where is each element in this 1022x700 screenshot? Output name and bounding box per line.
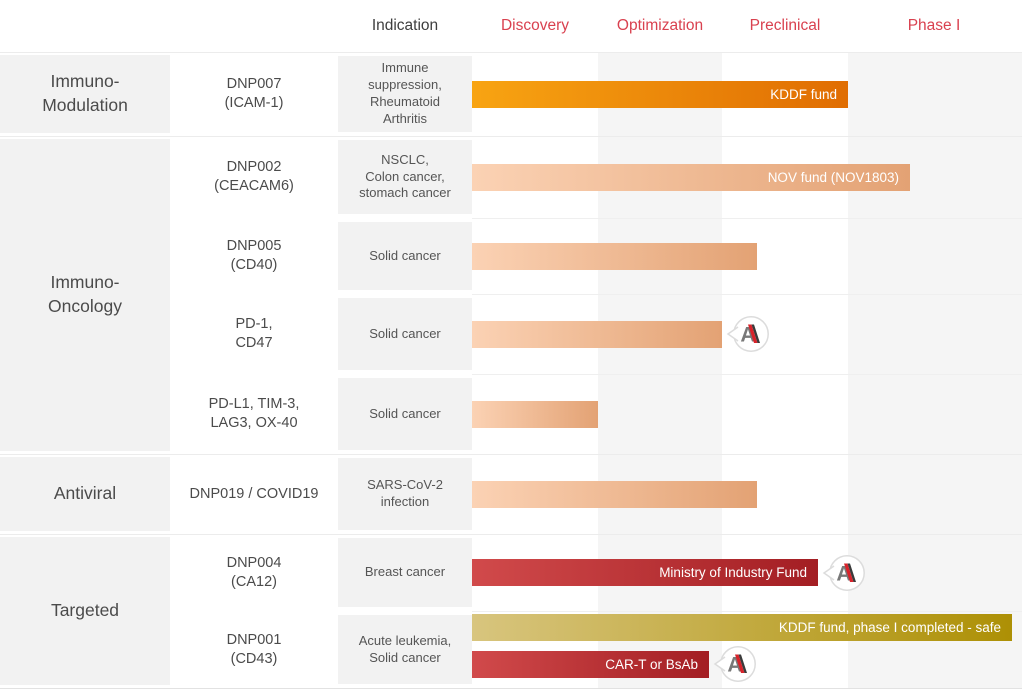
indication-cell: Solid cancer — [338, 298, 472, 370]
indication-cell: Immune suppression, Rheumatoid Arthritis — [338, 56, 472, 132]
company-logo-icon: A — [726, 316, 769, 352]
header-divider — [0, 52, 1022, 53]
candidate-name: DNP004 (CA12) — [226, 554, 282, 590]
row-divider — [472, 374, 1022, 375]
pipeline-bar — [472, 320, 722, 348]
indication-cell: Solid cancer — [338, 222, 472, 290]
category-targeted: Targeted — [0, 537, 170, 685]
row-divider — [472, 218, 1022, 219]
bar-label: KDDF fund, phase I completed - safe — [778, 620, 1001, 635]
candidate-name: DNP002 (CEACAM6) — [214, 159, 294, 194]
group-divider — [0, 534, 1022, 535]
row-divider — [472, 294, 1022, 295]
company-logo-icon: A — [713, 646, 756, 682]
phase-column-stripes — [0, 52, 1022, 688]
phase-header-phase1: Phase I — [907, 17, 961, 34]
company-logo-icon: A — [822, 554, 865, 591]
bar-label: Ministry of Industry Fund — [659, 565, 807, 580]
pipeline-bar — [472, 400, 598, 428]
progress-cell — [472, 218, 1022, 294]
candidate-name: DNP019 / COVID19 — [189, 485, 319, 502]
indication-cell: NSCLC, Colon cancer, stomach cancer — [338, 140, 472, 214]
category-antiviral: Antiviral — [0, 457, 170, 531]
progress-cell: KDDF fund — [472, 52, 1022, 136]
progress-cell: A — [472, 294, 1022, 374]
indication-cell: Solid cancer — [338, 378, 472, 450]
pipeline-bar — [472, 480, 757, 508]
category-immuno-modulation: Immuno- Modulation — [0, 55, 170, 133]
indication-cell: SARS-CoV-2 infection — [338, 458, 472, 530]
phase1-column-stripe — [848, 52, 1022, 688]
group-divider — [0, 136, 1022, 137]
bar-label: KDDF fund — [770, 86, 837, 102]
candidate-name: DNP001 (CD43) — [226, 631, 282, 667]
bar-label: CAR-T or BsAb — [605, 656, 698, 672]
category-immuno-oncology: Immuno- Oncology — [0, 139, 170, 451]
indication-cell: Acute leukemia, Solid cancer — [338, 615, 472, 684]
phase-header-preclinical: Preclinical — [749, 17, 821, 34]
progress-cell: KDDF fund, phase I completed - safe CAR-… — [472, 611, 1022, 688]
candidate-name: DNP007 (ICAM-1) — [224, 76, 284, 111]
pipeline-bar: CAR-T or BsAb — [472, 650, 709, 678]
bar-label: NOV fund (NOV1803) — [767, 169, 899, 185]
phase-headers: Discovery Optimization Preclinical Phase… — [472, 0, 1022, 52]
pipeline-bar: NOV fund (NOV1803) — [472, 163, 910, 191]
row-divider — [472, 611, 1022, 612]
pipeline-bar: KDDF fund, phase I completed - safe — [472, 614, 1012, 641]
candidate-name: DNP005 (CD40) — [226, 238, 282, 273]
progress-cell: NOV fund (NOV1803) — [472, 136, 1022, 218]
candidate-name: PD-L1, TIM-3, LAG3, OX-40 — [208, 396, 300, 431]
pipeline-bar: KDDF fund — [472, 80, 848, 108]
bottom-divider — [0, 688, 1022, 689]
progress-cell — [472, 454, 1022, 534]
group-divider — [0, 454, 1022, 455]
indication-column-header: Indication — [371, 17, 439, 34]
candidate-name: PD-1, CD47 — [235, 316, 273, 351]
progress-cell: Ministry of Industry Fund A — [472, 534, 1022, 611]
pipeline-bar: Ministry of Industry Fund — [472, 559, 818, 586]
phase-header-discovery: Discovery — [500, 17, 570, 34]
pipeline-bar — [472, 242, 757, 270]
progress-cell — [472, 374, 1022, 454]
indication-cell: Breast cancer — [338, 538, 472, 607]
phase-header-optimization: Optimization — [616, 17, 704, 34]
